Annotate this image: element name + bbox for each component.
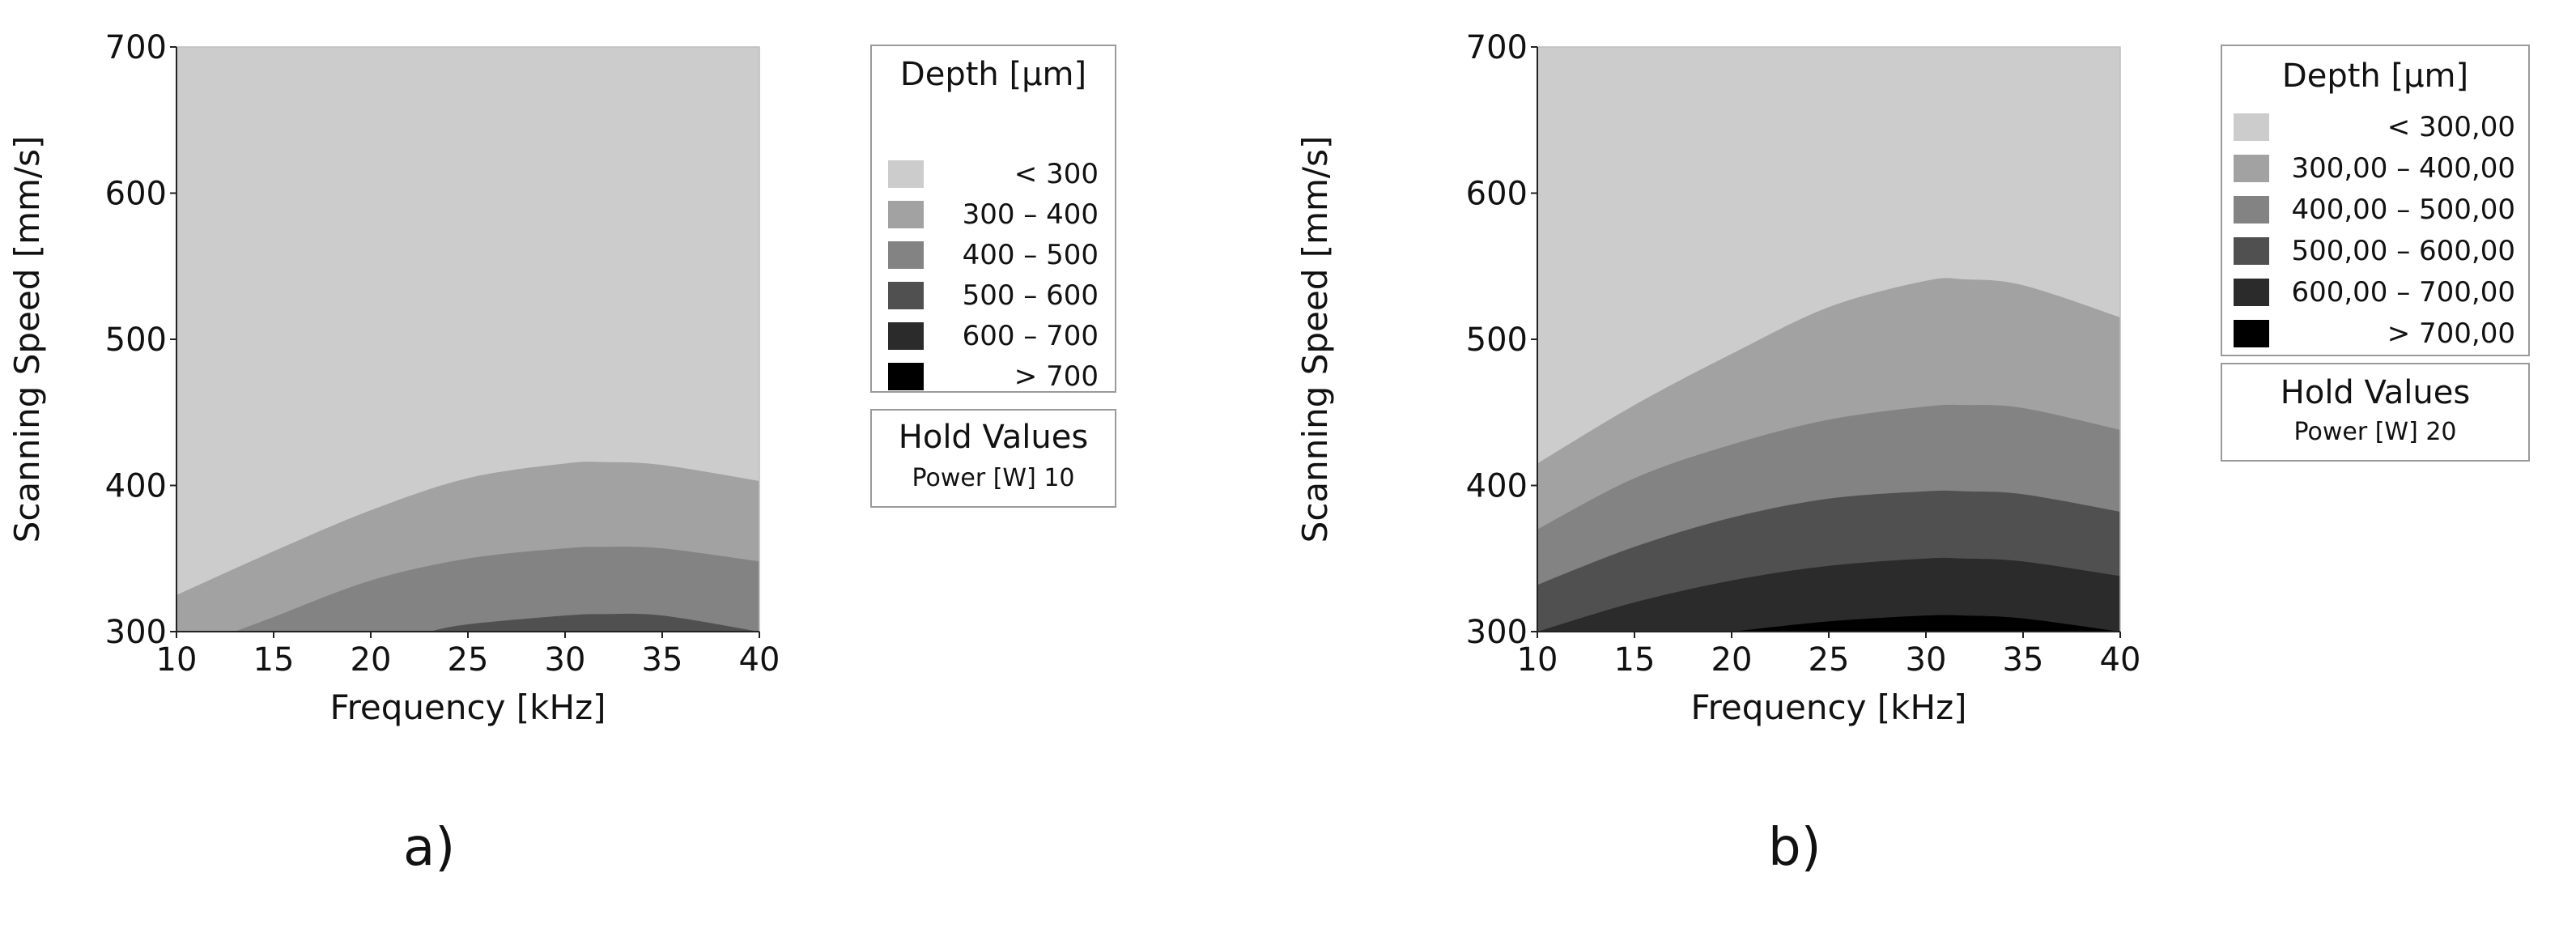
x-tick-label: 40 — [2100, 641, 2141, 679]
legend-title-b: Depth [µm] — [2281, 57, 2469, 95]
x-tick-label: 10 — [1517, 641, 1558, 679]
x-axis-title: Frequency [kHz] — [1690, 687, 1966, 727]
contour-region-400 — [235, 547, 759, 632]
legend-title-a: Depth [µm] — [899, 56, 1087, 93]
legend-label: 600 – 700 — [962, 320, 1099, 352]
x-axis-title: Frequency [kHz] — [329, 687, 606, 727]
contour-region-500 — [429, 613, 759, 632]
legend-swatch — [2234, 155, 2269, 182]
y-tick-label: 700 — [1466, 29, 1528, 66]
legend-swatch — [888, 322, 924, 350]
legend-label: 500,00 – 600,00 — [2291, 235, 2515, 267]
y-tick-label: 300 — [1466, 614, 1528, 651]
hold-values-line-b: Power [W] 20 — [2293, 418, 2457, 446]
legend-label: 500 – 600 — [962, 279, 1099, 312]
legend-swatch — [2234, 237, 2269, 265]
legend-swatch — [2234, 196, 2269, 223]
legend-label: > 700,00 — [2387, 317, 2515, 350]
y-tick-label: 500 — [105, 321, 167, 359]
chart-panel-a: 10 15 20 25 30 35 40 300 400 500 600 700 Frequency [… — [7, 29, 1116, 878]
contour-region-700 — [1732, 615, 2120, 632]
x-tick-label: 40 — [739, 641, 780, 679]
legend-label: < 300,00 — [2387, 111, 2515, 143]
legend-swatch — [888, 282, 924, 309]
contour-plot-b: 10 15 20 25 30 35 40 300 400 500 600 700 Frequency [… — [1295, 29, 2141, 727]
x-tick-label: 35 — [642, 641, 683, 679]
legend-swatch — [888, 241, 924, 269]
hold-values-line-a: Power [W] 10 — [912, 464, 1075, 492]
contour-plot-a: 10 15 20 25 30 35 40 300 400 500 600 700 Frequency [… — [7, 29, 780, 727]
x-tick-label: 25 — [1809, 641, 1850, 679]
panel-label-a: a) — [403, 818, 456, 878]
legend-label: < 300 — [1014, 158, 1099, 190]
legend-swatch — [2234, 320, 2269, 347]
y-tick-label: 300 — [105, 614, 167, 651]
legend-row — [2234, 278, 2269, 307]
x-tick-label: 25 — [448, 641, 489, 679]
legend-swatch — [888, 201, 924, 228]
chart-panel-b: 10 15 20 25 30 35 40 300 400 500 600 700 Frequency [… — [1288, 0, 2576, 928]
legend-row — [2234, 113, 2269, 142]
y-tick-label: 400 — [105, 468, 167, 505]
legend-swatch — [2234, 113, 2269, 141]
y-tick-label: 600 — [1466, 176, 1528, 213]
panel-label-b: b) — [1768, 818, 1821, 878]
x-tick-label: 15 — [253, 641, 295, 679]
x-tick-label: 20 — [351, 641, 392, 679]
legend-row — [888, 160, 924, 189]
x-tick-label: 35 — [2003, 641, 2044, 679]
hold-values-b: Hold Values Power [W] 20 — [2221, 363, 2530, 462]
legend-swatch — [888, 363, 924, 390]
legend-label: 400 – 500 — [962, 239, 1099, 271]
legend-a: Depth [µm] < 300 300 – 400 400 – 500 500… — [870, 45, 1116, 393]
x-tick-label: 30 — [545, 641, 586, 679]
legend-swatch — [2234, 279, 2269, 306]
y-axis-title: Scanning Speed [mm/s] — [1295, 136, 1335, 543]
y-axis-title: Scanning Speed [mm/s] — [7, 136, 47, 543]
legend-row — [2234, 154, 2269, 183]
legend-b: Depth [µm] < 300,00 300,00 – 400,00 400,… — [2221, 45, 2530, 356]
legend-label: 300,00 – 400,00 — [2291, 152, 2515, 185]
hold-values-title-b: Hold Values — [2280, 374, 2471, 411]
x-tick-label: 20 — [1711, 641, 1753, 679]
contour-region-600 — [1537, 557, 2120, 632]
legend-label: > 700 — [1014, 360, 1099, 393]
legend-label: 600,00 – 700,00 — [2291, 276, 2515, 309]
hold-values-a: Hold Values Power [W] 10 — [870, 409, 1116, 508]
legend-row — [888, 241, 924, 270]
legend-row — [888, 200, 924, 229]
legend-row — [2234, 319, 2269, 348]
y-tick-label: 700 — [105, 29, 167, 66]
y-tick-label: 400 — [1466, 468, 1528, 505]
legend-row — [888, 362, 924, 391]
legend-label: 300 – 400 — [962, 198, 1099, 231]
legend-swatch — [888, 160, 924, 188]
hold-values-title-a: Hold Values — [898, 419, 1089, 456]
x-tick-label: 30 — [1906, 641, 1947, 679]
y-tick-label: 600 — [105, 176, 167, 213]
legend-row — [888, 321, 924, 351]
legend-row — [2234, 236, 2269, 266]
x-tick-label: 10 — [156, 641, 198, 679]
x-tick-label: 15 — [1614, 641, 1656, 679]
legend-row — [2234, 195, 2269, 224]
legend-row — [888, 281, 924, 310]
legend-label: 400,00 – 500,00 — [2291, 194, 2515, 226]
y-tick-label: 500 — [1466, 321, 1528, 359]
